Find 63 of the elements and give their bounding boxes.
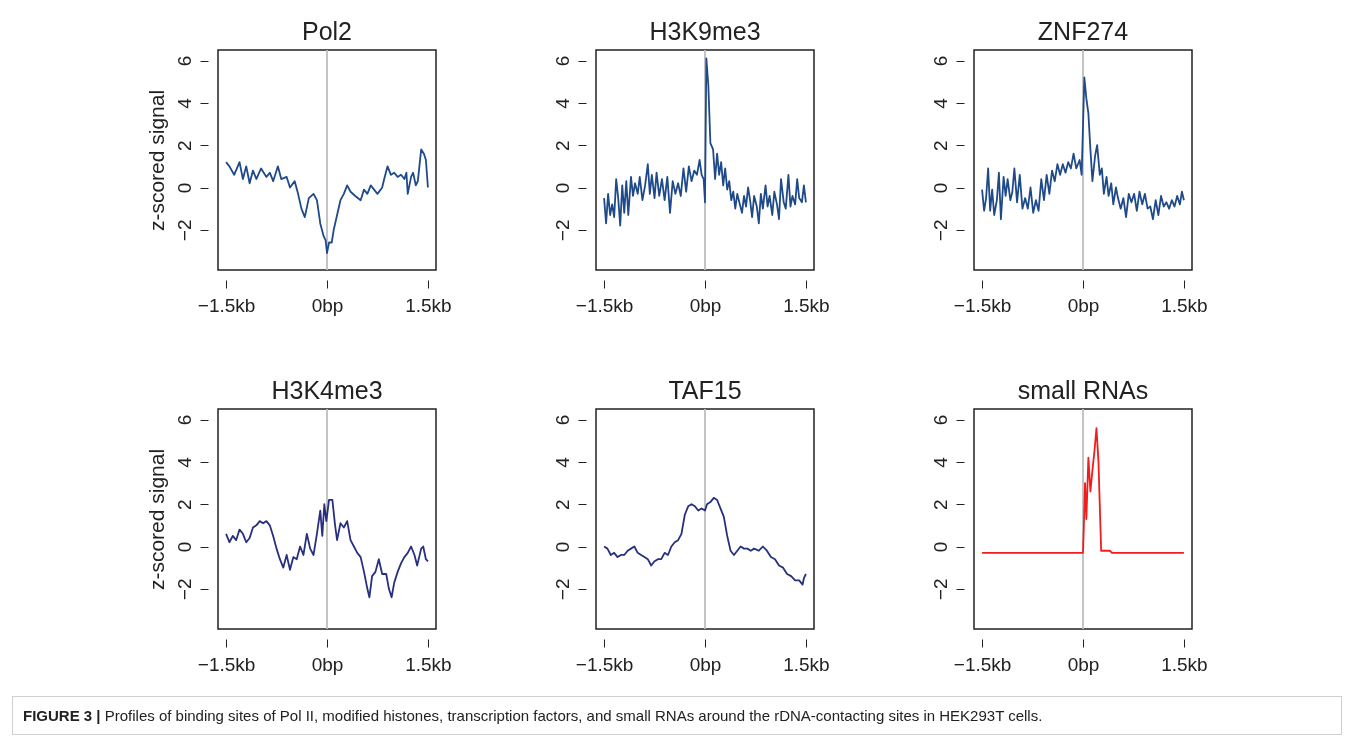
y-tick-label: 4 bbox=[551, 97, 573, 109]
chart-title: ZNF274 bbox=[1037, 17, 1129, 46]
x-tick-label: 0bp bbox=[311, 653, 344, 675]
x-tick-label: 0bp bbox=[689, 294, 722, 316]
line-series bbox=[603, 57, 807, 227]
y-tick-label: 2 bbox=[929, 140, 951, 151]
y-tick-label: 6 bbox=[551, 414, 573, 426]
line-series bbox=[225, 499, 429, 599]
y-tick-label: 6 bbox=[929, 55, 951, 67]
x-tick-label: −1.5kb bbox=[953, 653, 1012, 675]
x-tick-label: 1.5kb bbox=[405, 653, 452, 675]
x-tick-label: −1.5kb bbox=[953, 294, 1012, 316]
y-tick-label: 4 bbox=[551, 456, 573, 468]
y-axis-title: z-scored signal bbox=[144, 448, 168, 591]
y-tick-label: −2 bbox=[929, 219, 951, 242]
x-tick-label: −1.5kb bbox=[575, 653, 634, 675]
y-tick-label: 2 bbox=[551, 499, 573, 510]
y-tick-label: 0 bbox=[173, 182, 195, 194]
y-axis-title: z-scored signal bbox=[144, 89, 168, 232]
y-tick-label: 4 bbox=[929, 97, 951, 109]
y-tick-label: 6 bbox=[929, 414, 951, 426]
chart-title: Pol2 bbox=[301, 17, 353, 46]
chart-title: TAF15 bbox=[668, 376, 742, 405]
y-tick-label: 4 bbox=[173, 97, 195, 109]
y-tick-label: −2 bbox=[551, 219, 573, 242]
y-tick-label: −2 bbox=[929, 578, 951, 601]
y-tick-label: 4 bbox=[929, 456, 951, 468]
x-tick-label: −1.5kb bbox=[197, 294, 256, 316]
x-tick-label: 0bp bbox=[1067, 653, 1100, 675]
line-series bbox=[981, 427, 1185, 554]
line-series bbox=[603, 496, 807, 586]
y-tick-label: 6 bbox=[173, 414, 195, 426]
chart-title: H3K9me3 bbox=[649, 17, 761, 46]
x-tick-label: 1.5kb bbox=[405, 294, 452, 316]
y-tick-label: 2 bbox=[173, 499, 195, 510]
y-tick-label: 0 bbox=[929, 541, 951, 553]
x-tick-label: 0bp bbox=[311, 294, 344, 316]
x-tick-label: 1.5kb bbox=[783, 653, 830, 675]
y-tick-label: 6 bbox=[551, 55, 573, 67]
y-tick-label: 2 bbox=[173, 140, 195, 151]
y-tick-label: 0 bbox=[929, 182, 951, 194]
chart-title: small RNAs bbox=[1017, 376, 1149, 405]
x-tick-label: −1.5kb bbox=[575, 294, 634, 316]
x-tick-label: 0bp bbox=[1067, 294, 1100, 316]
y-tick-label: 4 bbox=[173, 456, 195, 468]
y-tick-label: 6 bbox=[173, 55, 195, 67]
x-tick-label: 1.5kb bbox=[1161, 653, 1208, 675]
y-tick-label: 0 bbox=[551, 541, 573, 553]
x-tick-label: 1.5kb bbox=[783, 294, 830, 316]
x-tick-label: 1.5kb bbox=[1161, 294, 1208, 316]
line-series bbox=[225, 148, 429, 254]
y-tick-label: −2 bbox=[173, 219, 195, 242]
caption: FIGURE 3 | Profiles of binding sites of Pol II, modified histones, transcription factors, and small RNAs around the rDNA-contacting sites in HEK293T cells. bbox=[23, 707, 1044, 724]
y-tick-label: −2 bbox=[551, 578, 573, 601]
y-tick-label: 2 bbox=[929, 499, 951, 510]
y-tick-label: 2 bbox=[551, 140, 573, 151]
x-tick-label: 0bp bbox=[689, 653, 722, 675]
y-tick-label: 0 bbox=[173, 541, 195, 553]
x-tick-label: −1.5kb bbox=[197, 653, 256, 675]
chart-title: H3K4me3 bbox=[271, 376, 383, 405]
y-tick-label: −2 bbox=[173, 578, 195, 601]
line-series bbox=[981, 76, 1185, 221]
y-tick-label: 0 bbox=[551, 182, 573, 194]
